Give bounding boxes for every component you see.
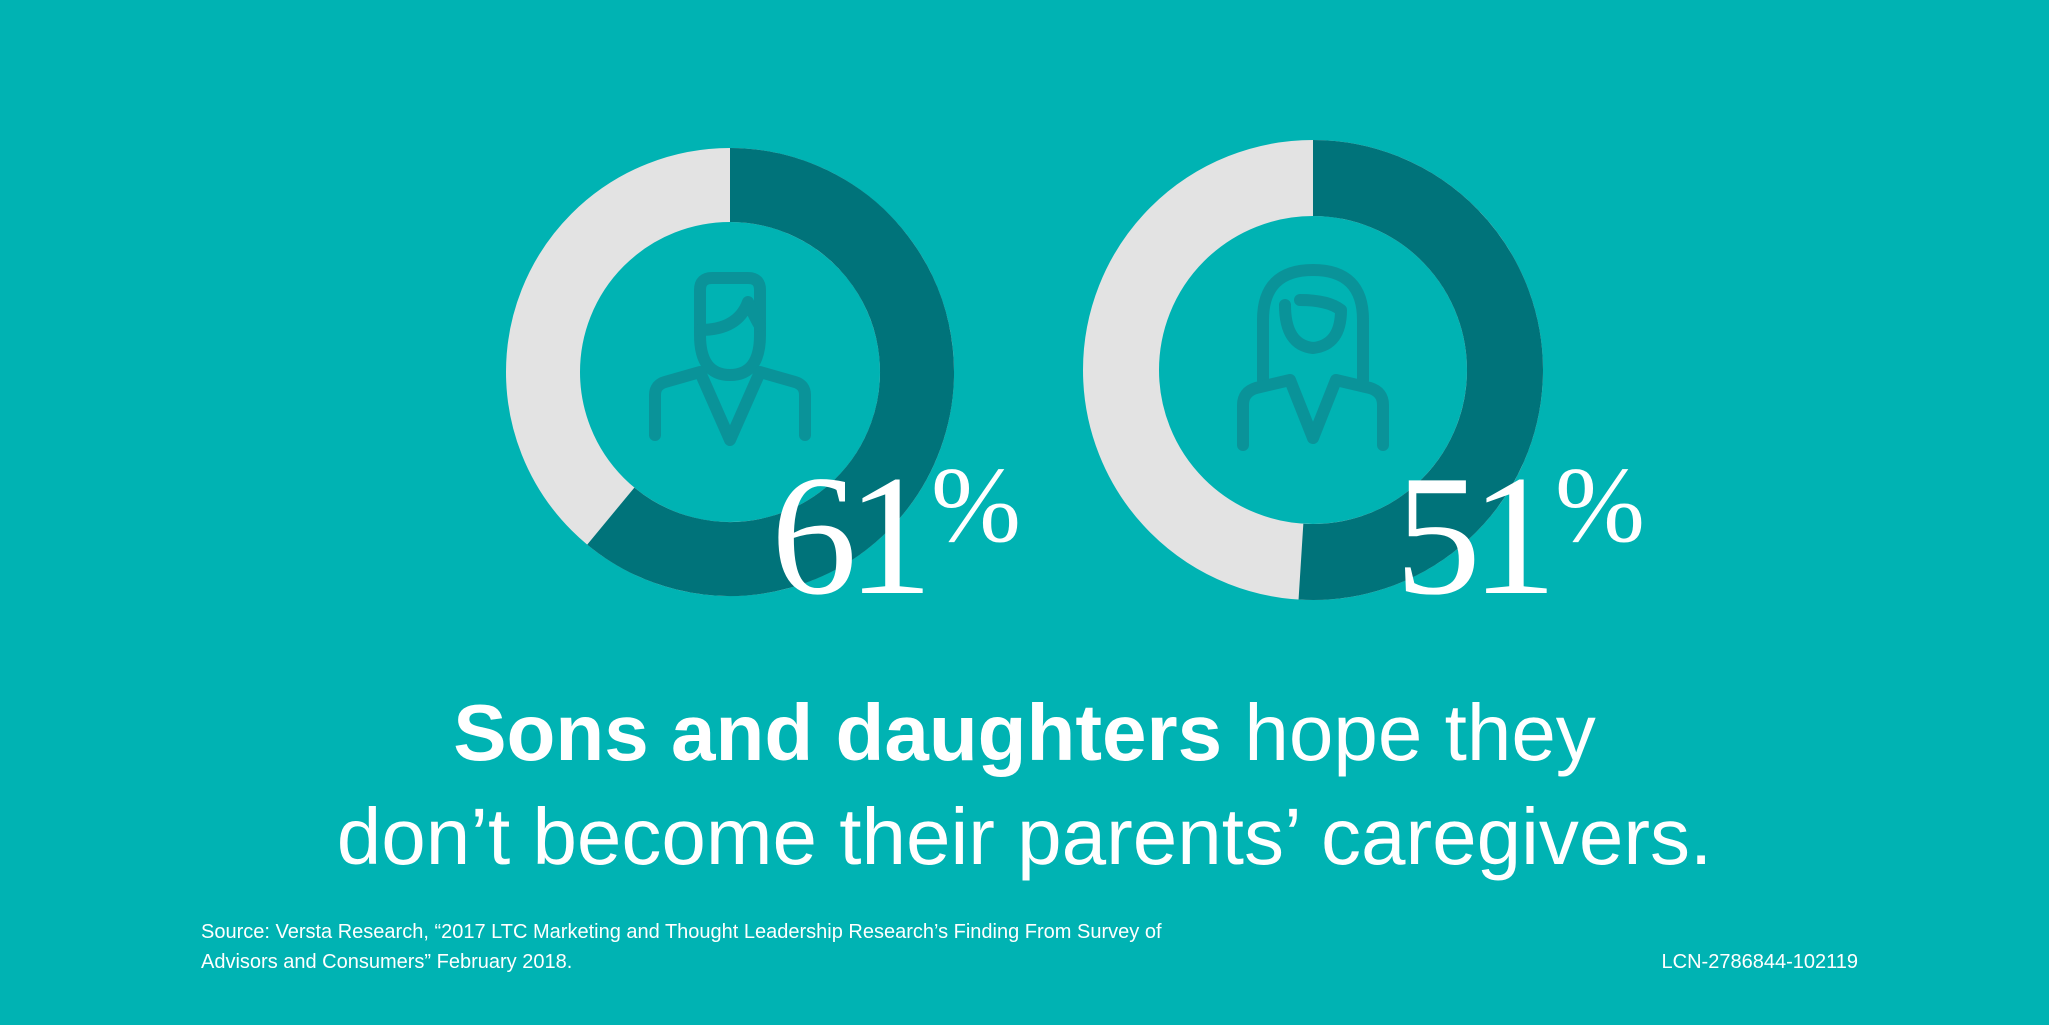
donut-chart-daughters [1083,140,1543,600]
woman-icon [1237,264,1389,451]
donut-value-arc-daughters [1298,140,1543,600]
donut-chart-sons [506,148,954,596]
headline-rest: hope they [1222,688,1596,777]
source-citation: Source: Versta Research, “2017 LTC Marke… [201,917,1201,977]
percent-label-sons: 61% [771,450,1021,622]
headline-bold: Sons and daughters [453,688,1223,777]
donut-value-arc-sons [587,148,954,596]
percent-sign-sons: % [931,446,1021,565]
percent-value-daughters: 51 [1395,441,1557,631]
source-line-2: Advisors and Consumers” February 2018. [201,951,573,973]
percent-value-sons: 61 [771,441,933,631]
percent-sign-daughters: % [1555,446,1645,565]
percent-label-daughters: 51% [1395,450,1645,622]
headline-line-2: don’t become their parents’ caregivers. [336,792,1713,881]
man-icon [649,272,811,446]
source-line-1: Source: Versta Research, “2017 LTC Marke… [201,921,1162,943]
donut-charts [506,140,1543,600]
headline-line-1: Sons and daughters hope they [0,693,2049,773]
document-code: LCN-2786844-102119 [1661,951,1858,973]
